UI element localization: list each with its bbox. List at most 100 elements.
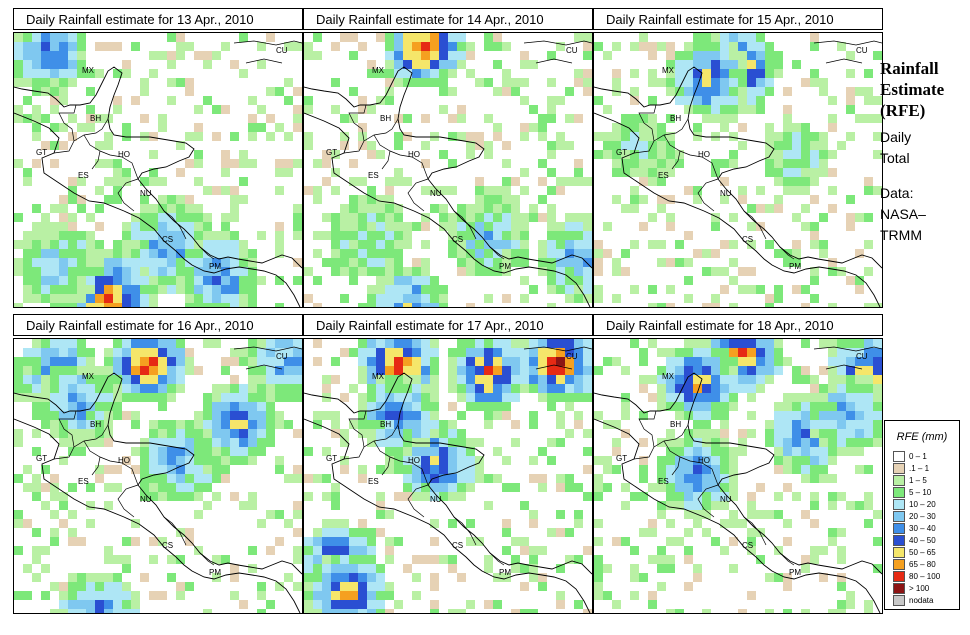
legend-item: 40 – 50: [893, 535, 959, 546]
panel-title: Daily Rainfall estimate for 18 Apr., 201…: [593, 314, 883, 336]
country-label-es: ES: [368, 171, 379, 180]
legend-label: 30 – 40: [909, 524, 936, 533]
country-label-cs: CS: [742, 541, 753, 550]
coastline: [304, 372, 592, 613]
legend-item: 5 – 10: [893, 487, 959, 498]
legend-swatch: [893, 499, 905, 510]
country-borders: [53, 104, 215, 260]
country-label-pm: PM: [209, 568, 221, 577]
rfe-legend: RFE (mm) 0 – 1 .1 – 1 1 – 5 5 – 10 10 – 20 20…: [884, 420, 960, 610]
legend-swatch: [893, 475, 905, 486]
coastline: [594, 66, 882, 307]
country-label-pm: PM: [789, 568, 801, 577]
legend-label: 5 – 10: [909, 488, 932, 497]
country-label-ho: HO: [118, 150, 130, 159]
cuba-outline: [523, 346, 592, 370]
country-label-mx: MX: [82, 66, 95, 75]
country-label-es: ES: [368, 477, 379, 486]
panel-title: Daily Rainfall estimate for 14 Apr., 201…: [303, 8, 593, 30]
sidebar-data-label: Data:: [880, 185, 914, 201]
panel-title: Daily Rainfall estimate for 15 Apr., 201…: [593, 8, 883, 30]
legend-label: 50 – 65: [909, 548, 936, 557]
country-label-cu: CU: [566, 352, 578, 361]
rainfall-map-graphic: CU MX BH GT HO ES NU CS PM: [14, 33, 302, 307]
sidebar-title-line1: Rainfall: [880, 59, 939, 78]
cuba-outline: [813, 346, 882, 370]
country-label-cu: CU: [276, 352, 288, 361]
legend-swatch: [893, 535, 905, 546]
sidebar-total: Total: [880, 150, 910, 166]
country-label-cs: CS: [162, 235, 173, 244]
rainfall-map: CU MX BH GT HO ES NU CS PM: [13, 338, 303, 614]
country-label-gt: GT: [326, 454, 337, 463]
country-label-cs: CS: [742, 235, 753, 244]
country-label-ho: HO: [408, 150, 420, 159]
rainfall-map-graphic: CU MX BH GT HO ES NU CS PM: [304, 33, 592, 307]
coastline: [304, 66, 592, 307]
country-label-cs: CS: [452, 235, 463, 244]
legend-item: 20 – 30: [893, 511, 959, 522]
country-label-gt: GT: [326, 148, 337, 157]
legend-item: 50 – 65: [893, 547, 959, 558]
country-label-pm: PM: [499, 262, 511, 271]
country-label-ho: HO: [698, 150, 710, 159]
country-label-bh: BH: [90, 420, 101, 429]
country-label-nu: NU: [430, 495, 442, 504]
rainfall-map-panel: Daily Rainfall estimate for 16 Apr., 201…: [13, 314, 303, 614]
rainfall-map-panel: Daily Rainfall estimate for 14 Apr., 201…: [303, 8, 593, 308]
country-label-ho: HO: [408, 456, 420, 465]
panel-title: Daily Rainfall estimate for 17 Apr., 201…: [303, 314, 593, 336]
legend-label: nodata: [909, 596, 934, 605]
legend-label: .1 – 1: [909, 464, 930, 473]
coastline: [14, 372, 302, 613]
country-label-cu: CU: [856, 352, 868, 361]
country-label-cu: CU: [856, 46, 868, 55]
country-label-pm: PM: [789, 262, 801, 271]
rainfall-map-panel: Daily Rainfall estimate for 18 Apr., 201…: [593, 314, 883, 614]
country-label-es: ES: [78, 171, 89, 180]
country-label-mx: MX: [82, 372, 95, 381]
sidebar-source-2: TRMM: [880, 227, 922, 243]
country-label-bh: BH: [670, 114, 681, 123]
rainfall-map-graphic: CU MX BH GT HO ES NU CS PM: [594, 339, 882, 613]
rainfall-map: CU MX BH GT HO ES NU CS PM: [13, 32, 303, 308]
country-label-cs: CS: [452, 541, 463, 550]
legend-item: 65 – 80: [893, 559, 959, 570]
country-label-es: ES: [78, 477, 89, 486]
country-label-es: ES: [658, 477, 669, 486]
country-label-nu: NU: [720, 189, 732, 198]
legend-label: 65 – 80: [909, 560, 936, 569]
legend-swatch: [893, 583, 905, 594]
country-label-cu: CU: [276, 46, 288, 55]
legend-swatch: [893, 595, 905, 606]
country-label-nu: NU: [430, 189, 442, 198]
country-label-nu: NU: [720, 495, 732, 504]
panel-title: Daily Rainfall estimate for 13 Apr., 201…: [13, 8, 303, 30]
country-label-gt: GT: [36, 148, 47, 157]
country-label-mx: MX: [372, 372, 385, 381]
legend-swatch: [893, 463, 905, 474]
rainfall-map-graphic: CU MX BH GT HO ES NU CS PM: [304, 339, 592, 613]
sidebar-daily: Daily: [880, 129, 912, 145]
country-label-gt: GT: [36, 454, 47, 463]
rainfall-map-panel: Daily Rainfall estimate for 17 Apr., 201…: [303, 314, 593, 614]
country-label-bh: BH: [670, 420, 681, 429]
country-borders: [343, 410, 505, 566]
country-label-bh: BH: [380, 420, 391, 429]
legend-swatch: [893, 487, 905, 498]
legend-label: 10 – 20: [909, 500, 936, 509]
legend-swatch: [893, 559, 905, 570]
country-label-mx: MX: [372, 66, 385, 75]
country-borders: [633, 410, 795, 566]
cuba-outline: [523, 40, 592, 64]
legend-item: 80 – 100: [893, 571, 959, 582]
cuba-outline: [813, 40, 882, 64]
legend-label: > 100: [909, 584, 930, 593]
country-label-pm: PM: [209, 262, 221, 271]
legend-swatch: [893, 511, 905, 522]
legend-item: 0 – 1: [893, 451, 959, 462]
country-label-bh: BH: [380, 114, 391, 123]
rainfall-map-panel: Daily Rainfall estimate for 13 Apr., 201…: [13, 8, 303, 308]
cuba-outline: [233, 346, 302, 370]
country-label-mx: MX: [662, 66, 675, 75]
